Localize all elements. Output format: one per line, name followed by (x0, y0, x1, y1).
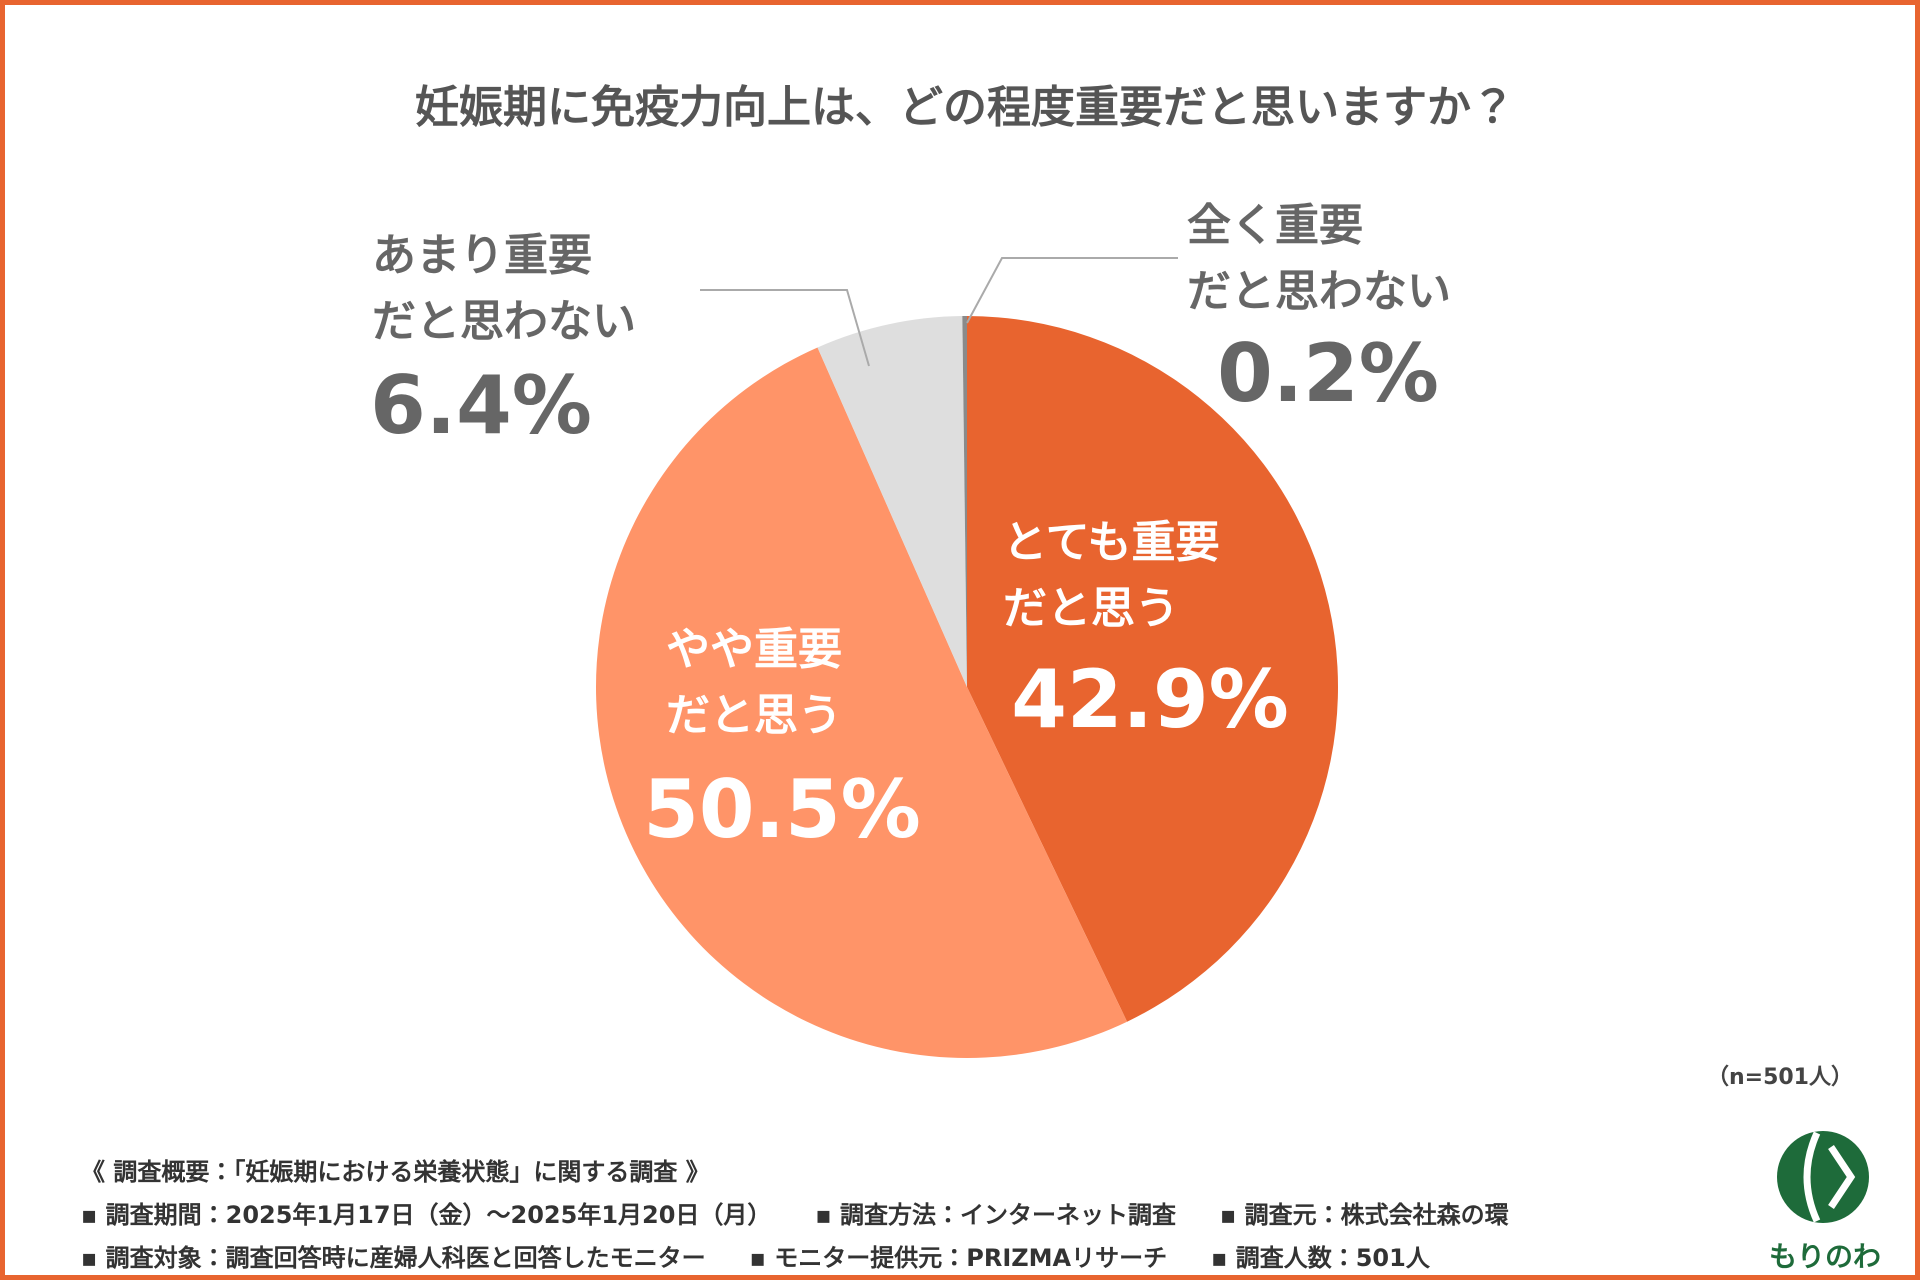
slice-label: あまり重要 だと思わない (372, 230, 636, 347)
footer-item: 調査元：株式会社森の環 (1220, 1201, 1509, 1229)
chart-title: 妊娠期に免疫力向上は、どの程度重要だと思いますか？ (415, 82, 1515, 133)
footer-heading: 《 調査概要：「妊娠期における栄養状態」に関する調査 》 (81, 1158, 710, 1186)
leader-line (966, 257, 1178, 324)
footer-item: モニター提供元：PRIZMAリサーチ (750, 1244, 1167, 1272)
leader-line (700, 289, 870, 367)
footer-item: 調査方法：インターネット調査 (815, 1201, 1176, 1229)
chart (596, 257, 1869, 1223)
slice-label: やや重要 だと思う (666, 624, 842, 741)
pie-slice (596, 347, 1128, 1058)
footer-item: 調査人数：501人 (1211, 1244, 1430, 1272)
footer: 《 調査概要：「妊娠期における栄養状態」に関する調査 》 調査期間：2025年1… (81, 1151, 1553, 1280)
value-label: 0.2% (1217, 327, 1439, 420)
logo-text: もりのわ (1768, 1240, 1881, 1273)
logo-icon (1777, 1131, 1869, 1223)
sample-note: （n=501人） (1706, 1065, 1853, 1090)
slice-label: 全く重要 だと思わない (1187, 200, 1451, 317)
value-label: 6.4% (370, 359, 592, 452)
value-label: 42.9% (1011, 653, 1289, 746)
pie-slice (967, 316, 1338, 1022)
footer-row: 調査対象：調査回答時に産婦人科医と回答したモニター モニター提供元：PRIZMAリ… (81, 1237, 1553, 1280)
footer-item: 調査対象：調査回答時に産婦人科医と回答したモニター (81, 1244, 706, 1272)
value-label: 50.5% (643, 763, 921, 856)
pie-slice (962, 316, 967, 687)
pie-slice (817, 316, 967, 687)
footer-item: 調査期間：2025年1月17日（金）～2025年1月20日（月） (81, 1201, 771, 1229)
footer-row: 調査期間：2025年1月17日（金）～2025年1月20日（月） 調査方法：インタ… (81, 1194, 1553, 1237)
slice-label: とても重要 だと思う (1003, 517, 1220, 634)
